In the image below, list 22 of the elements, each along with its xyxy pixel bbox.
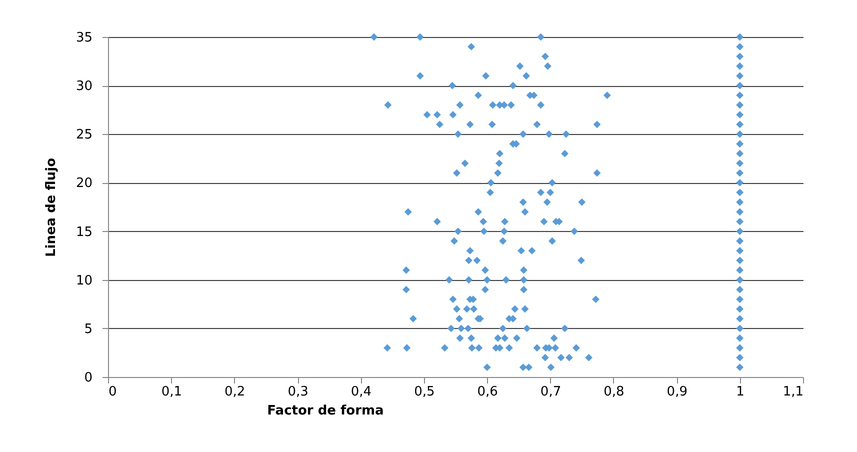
y-tick-label: 35: [76, 30, 92, 46]
y-tick-label: 30: [76, 79, 92, 94]
x-tick-label: 0,9: [666, 384, 688, 400]
x-tick-label: 0,5: [414, 384, 435, 400]
x-tick-label: 0,2: [224, 384, 246, 400]
y-tick-label: 0: [84, 370, 92, 386]
y-axis-title: Linea de flujo: [44, 158, 59, 258]
y-tick-label: 15: [76, 224, 92, 240]
y-tick-label: 20: [76, 176, 92, 192]
x-tick-label: 0: [108, 384, 117, 400]
x-tick-label: 0,7: [540, 384, 562, 400]
x-tick-label: 1: [736, 384, 744, 400]
x-tick-label: 0,8: [604, 384, 624, 400]
x-tick-label: 0,6: [477, 384, 498, 400]
y-tick-label: 10: [76, 273, 92, 288]
x-tick-label: 0,1: [161, 384, 182, 400]
y-tick-label: 5: [84, 322, 92, 337]
x-tick-label: 0,3: [288, 384, 308, 400]
x-axis-title: Factor de forma: [267, 404, 384, 418]
y-tick-label: 25: [76, 128, 92, 143]
x-tick-label: 1,1: [782, 384, 804, 400]
x-tick-label: 0,4: [350, 384, 372, 400]
